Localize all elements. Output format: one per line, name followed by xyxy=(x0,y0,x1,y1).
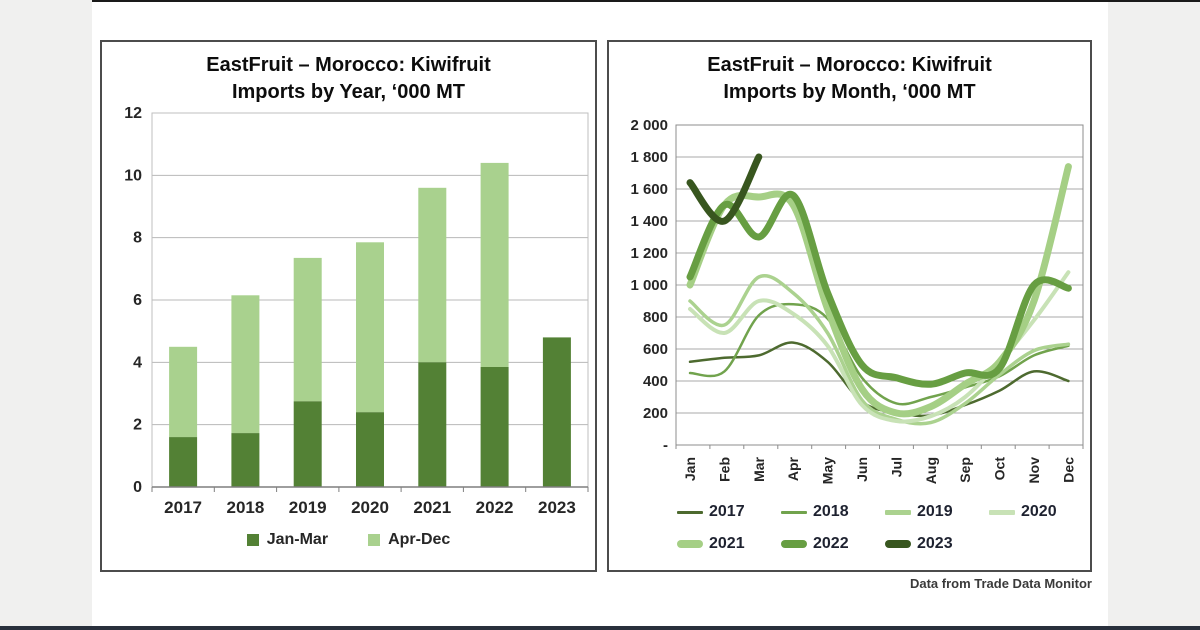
bar-segment-apr-dec-2022 xyxy=(480,162,509,367)
x-axis-label: May xyxy=(820,457,836,484)
y-axis-label: 400 xyxy=(643,373,668,390)
y-axis-label: 1 200 xyxy=(630,245,668,262)
bar-chart-legend: Jan-Mar Apr-Dec xyxy=(102,531,595,549)
legend-label: Jan-Mar xyxy=(266,531,329,548)
legend-swatch xyxy=(781,540,807,548)
legend-swatch xyxy=(885,540,911,548)
bar-segment-jan-mar-2023 xyxy=(542,337,571,487)
series-line-2019 xyxy=(688,274,1071,426)
series-line-2023 xyxy=(686,153,763,225)
legend-swatch xyxy=(781,510,807,514)
x-axis-label: Nov xyxy=(1026,457,1042,484)
bar-segment-jan-mar-2019 xyxy=(293,401,322,487)
x-axis-label: 2023 xyxy=(538,498,576,517)
y-axis-label: 200 xyxy=(643,405,668,422)
y-axis-label: 8 xyxy=(133,230,142,247)
bar-segment-jan-mar-2021 xyxy=(418,362,447,487)
legend-label: 2020 xyxy=(1021,503,1057,520)
x-axis-label: Feb xyxy=(716,457,732,482)
bar-segment-apr-dec-2017 xyxy=(169,346,198,438)
line-chart-legend-row2: 2021 2022 2023 xyxy=(677,535,989,553)
line-chart-legend-row1: 2017 2018 2019 2020 xyxy=(677,503,1093,521)
line-chart-panel: 2 000 1 800 1 600 1 400 1 200 1 000 800 600 400 2… xyxy=(607,40,1092,572)
line-chart-title-line2: Imports by Month, ‘000 MT xyxy=(723,81,976,103)
y-axis-label: 12 xyxy=(124,105,142,122)
legend-label: 2023 xyxy=(917,535,953,552)
x-axis-label: 2018 xyxy=(226,498,264,517)
line-chart-title: EastFruit – Morocco: Kiwifruit Imports b… xyxy=(609,52,1090,106)
series-line-2022 xyxy=(686,190,1072,388)
y-axis-label: - xyxy=(663,437,668,454)
bar-segment-apr-dec-2020 xyxy=(356,242,384,413)
y-axis-label: 4 xyxy=(133,354,142,371)
bar-chart-title-line2: Imports by Year, ‘000 MT xyxy=(231,81,466,103)
x-axis-label: Sep xyxy=(957,457,973,483)
legend-label: 2022 xyxy=(813,535,849,552)
x-axis-label: 2020 xyxy=(351,498,389,517)
legend-item-2020: 2020 xyxy=(989,503,1093,521)
y-axis-label: 1 000 xyxy=(630,277,668,294)
x-axis-label: Apr xyxy=(785,456,801,481)
y-axis-label: 600 xyxy=(643,341,668,358)
x-axis-label: Jul xyxy=(888,457,904,477)
legend-label: 2021 xyxy=(709,535,745,552)
bar-segment-jan-mar-2018 xyxy=(231,433,260,487)
legend-label: 2019 xyxy=(917,503,953,520)
y-axis-label: 1 400 xyxy=(630,213,668,230)
x-axis-label: Jun xyxy=(854,457,870,482)
legend-item-apr-dec: Apr-Dec xyxy=(368,531,450,549)
bar-segment-apr-dec-2018 xyxy=(231,295,260,434)
series-line-2018 xyxy=(688,302,1070,406)
y-axis-label: 6 xyxy=(133,292,142,309)
x-axis-label: Mar xyxy=(751,456,767,481)
y-axis-label: 10 xyxy=(124,167,142,184)
right-margin-strip xyxy=(1108,0,1200,630)
bar-chart-title: EastFruit – Morocco: Kiwifruit Imports b… xyxy=(102,52,595,106)
legend-item-2017: 2017 xyxy=(677,503,781,521)
bar-chart-title-line1: EastFruit – Morocco: Kiwifruit xyxy=(206,54,491,76)
legend-swatch xyxy=(368,534,381,546)
legend-label: 2018 xyxy=(813,503,849,520)
y-axis-label: 2 xyxy=(133,417,142,434)
y-axis-label: 800 xyxy=(643,309,668,326)
legend-swatch xyxy=(677,510,703,514)
x-axis-label: 2022 xyxy=(476,498,514,517)
x-axis-label: Jan xyxy=(682,457,698,481)
legend-item-jan-mar: Jan-Mar xyxy=(246,531,329,549)
bar-segment-apr-dec-2021 xyxy=(418,187,447,363)
bar-segment-jan-mar-2022 xyxy=(480,367,509,487)
legend-label: Apr-Dec xyxy=(388,531,451,548)
x-axis-label: Aug xyxy=(923,457,939,484)
bar-chart-plot: 2017 2018 2019 2020 2021 2022 2023 0 2 4 6 8 10 12 xyxy=(124,105,589,517)
y-axis-label: 1 800 xyxy=(630,149,668,166)
legend-item-2021: 2021 xyxy=(677,535,781,553)
y-axis-label: 1 600 xyxy=(630,181,668,198)
x-axis-label: 2019 xyxy=(289,498,327,517)
x-axis-label: Oct xyxy=(992,457,1008,481)
legend-label: 2017 xyxy=(709,503,745,520)
legend-swatch xyxy=(677,540,703,548)
bar-chart-panel: 2017 2018 2019 2020 2021 2022 2023 0 2 4 6 8 10 12 Ea… xyxy=(100,40,597,572)
bar-segment-jan-mar-2017 xyxy=(169,437,198,487)
legend-swatch xyxy=(989,509,1015,515)
bar-segment-apr-dec-2019 xyxy=(293,257,322,402)
x-axis-label: Dec xyxy=(1060,457,1076,483)
source-note: Data from Trade Data Monitor xyxy=(909,576,1092,591)
legend-item-2023: 2023 xyxy=(885,535,989,553)
line-chart-plot: 2 000 1 800 1 600 1 400 1 200 1 000 800 600 400 2… xyxy=(630,117,1084,484)
top-border-line xyxy=(92,0,1200,2)
legend-item-2018: 2018 xyxy=(781,503,885,521)
legend-swatch xyxy=(885,509,911,515)
line-chart-title-line1: EastFruit – Morocco: Kiwifruit xyxy=(707,54,992,76)
y-axis-label: 0 xyxy=(133,479,142,496)
y-axis-label: 2 000 xyxy=(630,117,668,134)
left-margin-strip xyxy=(0,0,92,630)
x-axis-label: 2021 xyxy=(413,498,451,517)
legend-swatch xyxy=(246,534,259,546)
legend-item-2019: 2019 xyxy=(885,503,989,521)
x-axis-label: 2017 xyxy=(164,498,202,517)
legend-item-2022: 2022 xyxy=(781,535,885,553)
bottom-border-line xyxy=(0,626,1200,630)
bar-segment-jan-mar-2020 xyxy=(356,412,384,487)
